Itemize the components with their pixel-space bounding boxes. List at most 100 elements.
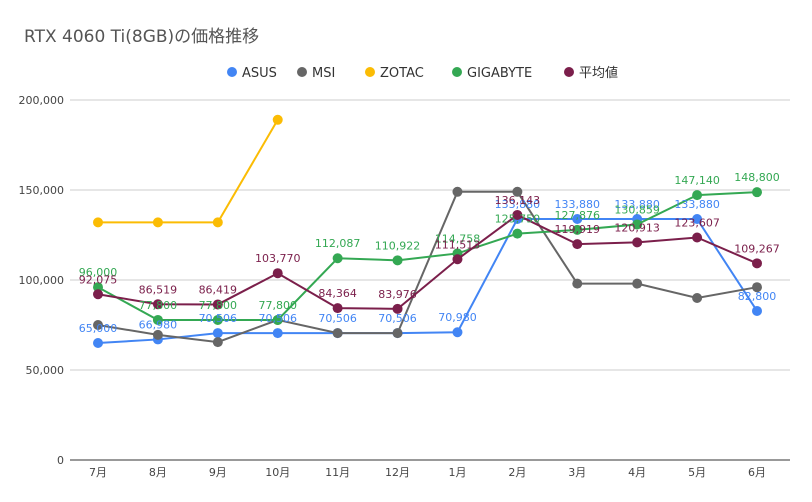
data-label: 103,770 xyxy=(255,252,301,265)
data-label: 77,800 xyxy=(199,299,238,312)
data-point xyxy=(632,237,643,248)
series-line xyxy=(97,190,758,344)
legend-marker xyxy=(452,67,462,77)
data-label: 92,075 xyxy=(79,273,118,286)
data-label: 65,000 xyxy=(79,322,118,335)
data-point xyxy=(512,209,523,220)
data-point xyxy=(452,186,463,197)
y-tick-label: 50,000 xyxy=(26,364,65,377)
data-point xyxy=(212,337,223,348)
data-point xyxy=(272,328,283,339)
data-point xyxy=(752,282,762,293)
data-label: 109,267 xyxy=(734,242,780,255)
data-label: 125,750 xyxy=(495,213,541,226)
data-label: 70,506 xyxy=(318,312,357,325)
x-tick-label: 11月 xyxy=(325,466,350,479)
series-line xyxy=(97,191,758,321)
y-tick-label: 200,000 xyxy=(19,94,65,107)
data-label: 86,419 xyxy=(199,283,238,296)
data-point xyxy=(752,258,762,269)
data-label: 83,976 xyxy=(378,288,417,301)
data-label: 133,880 xyxy=(614,198,660,211)
x-tick-label: 5月 xyxy=(688,466,706,479)
data-point xyxy=(752,305,762,316)
data-label: 147,140 xyxy=(674,174,720,187)
legend-marker xyxy=(564,67,574,77)
data-point xyxy=(93,338,103,348)
data-label: 84,364 xyxy=(318,287,357,300)
legend-label: GIGABYTE xyxy=(467,66,532,81)
data-point xyxy=(572,278,583,289)
data-label: 111,513 xyxy=(435,238,481,251)
y-tick-label: 0 xyxy=(57,454,64,467)
data-point xyxy=(392,255,403,266)
x-tick-label: 6月 xyxy=(748,466,766,479)
x-tick-label: 4月 xyxy=(628,466,646,479)
data-label: 86,519 xyxy=(139,283,178,296)
data-point xyxy=(152,314,163,325)
data-point xyxy=(93,217,103,228)
data-label: 130,859 xyxy=(614,203,660,216)
data-point xyxy=(392,303,403,314)
legend-label: 平均値 xyxy=(579,65,618,81)
data-point xyxy=(93,320,103,330)
legend-marker xyxy=(297,67,307,77)
data-label: 77,800 xyxy=(139,299,178,312)
data-point xyxy=(452,327,463,338)
data-point xyxy=(212,328,223,339)
data-label: 133,880 xyxy=(555,198,601,211)
data-point xyxy=(332,303,343,314)
data-point xyxy=(212,217,223,228)
data-point xyxy=(692,214,703,225)
data-label: 110,922 xyxy=(375,239,421,252)
data-label: 70,506 xyxy=(258,312,297,325)
data-point xyxy=(392,328,403,339)
data-label: 136,143 xyxy=(495,194,541,207)
data-point xyxy=(212,314,223,325)
data-label: 120,913 xyxy=(614,221,660,234)
x-tick-label: 8月 xyxy=(149,466,167,479)
data-label: 114,758 xyxy=(435,232,481,245)
data-point xyxy=(152,299,163,310)
x-tick-label: 7月 xyxy=(89,466,107,479)
data-point xyxy=(572,239,583,250)
data-point xyxy=(572,214,583,225)
data-label: 82,800 xyxy=(738,290,777,303)
x-tick-label: 9月 xyxy=(209,466,227,479)
series-line xyxy=(97,218,758,344)
data-point xyxy=(272,114,283,125)
series-line xyxy=(98,119,279,224)
data-label: 70,506 xyxy=(199,312,238,325)
chart-title: RTX 4060 Ti(8GB)の価格推移 xyxy=(24,27,260,47)
data-point xyxy=(152,217,163,228)
data-point xyxy=(632,219,643,230)
series-line xyxy=(97,213,758,310)
data-point xyxy=(632,278,643,289)
data-point xyxy=(152,329,163,340)
data-label: 148,800 xyxy=(734,171,780,184)
x-tick-label: 2月 xyxy=(508,466,526,479)
data-label: 119,919 xyxy=(555,223,601,236)
data-point xyxy=(332,328,343,339)
data-point xyxy=(692,293,703,303)
data-point xyxy=(512,228,523,239)
data-label: 77,800 xyxy=(258,299,297,312)
data-label: 123,607 xyxy=(674,217,720,230)
data-point xyxy=(692,232,703,243)
x-tick-label: 12月 xyxy=(385,466,410,479)
x-tick-label: 1月 xyxy=(448,466,466,479)
data-point xyxy=(93,289,103,300)
data-point xyxy=(212,299,223,310)
data-label: 66,980 xyxy=(139,318,178,331)
legend-marker xyxy=(227,67,237,77)
data-label: 70,506 xyxy=(378,312,417,325)
data-point xyxy=(272,268,283,279)
x-tick-label: 3月 xyxy=(568,466,586,479)
legend-label: ZOTAC xyxy=(380,66,424,81)
legend-label: MSI xyxy=(312,66,335,81)
data-point xyxy=(572,224,583,235)
data-point xyxy=(272,314,283,325)
data-label: 133,880 xyxy=(674,198,720,211)
